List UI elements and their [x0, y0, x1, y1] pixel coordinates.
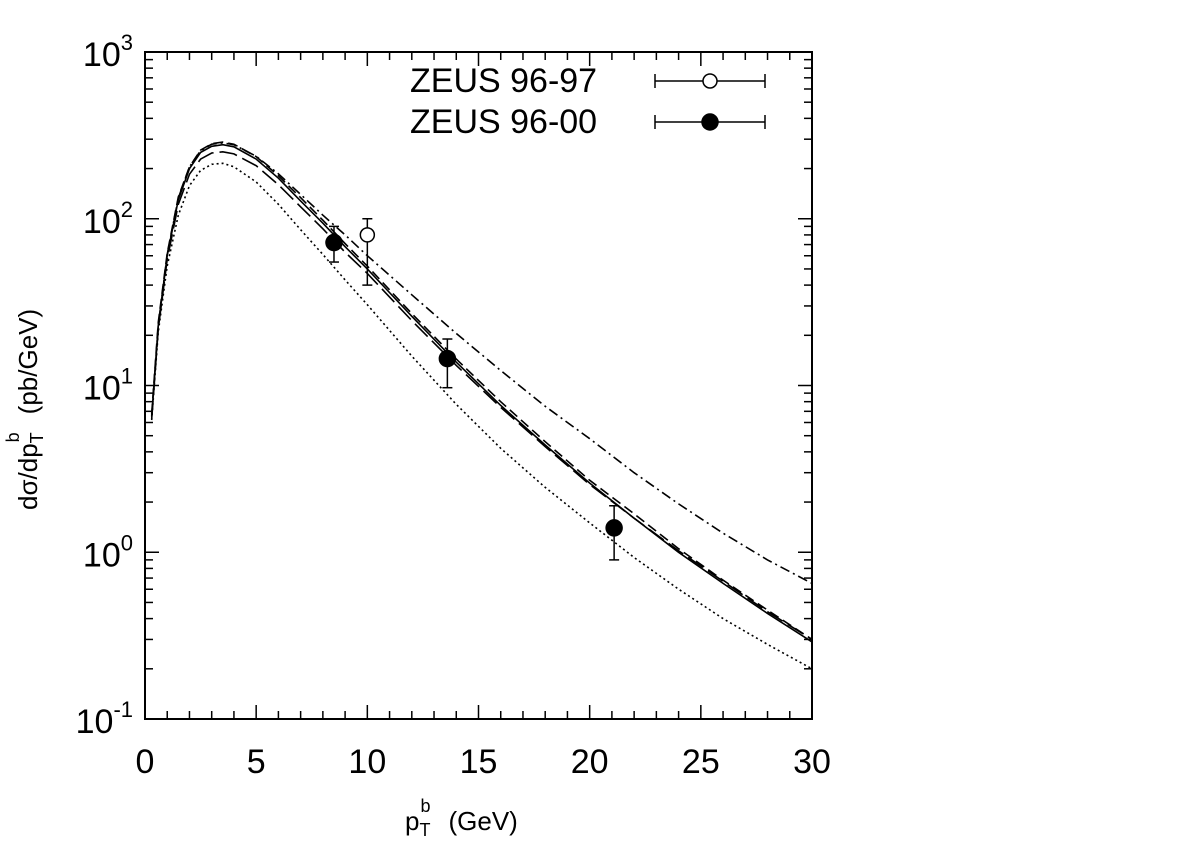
legend-label-zeus-96-97: ZEUS 96-97 [410, 62, 597, 100]
data-point-filled [325, 233, 343, 252]
y-tick-label-base: 10 [83, 36, 121, 74]
curve-dashed [150, 141, 813, 641]
y-tick-label-exponent: 3 [121, 30, 133, 55]
y-tick-label-base: 10 [83, 203, 121, 241]
x-tick-labels: 0 5 10 15 20 25 30 [136, 743, 831, 781]
axis-ticks [145, 52, 812, 719]
curve-long-dash [150, 150, 813, 641]
x-axis-title-sup: b [420, 796, 430, 816]
curve-dotted [150, 162, 813, 670]
curve-dash-dot [150, 142, 813, 585]
x-tick-label: 15 [460, 743, 498, 781]
y-tick-label-base: 10 [83, 536, 121, 574]
y-tick-label-exponent: 2 [121, 197, 133, 222]
x-tick-label: 0 [136, 743, 155, 781]
y-tick-label: 10-1 [76, 697, 133, 741]
y-axis-title-sub: T [27, 432, 47, 443]
x-tick-label: 25 [682, 743, 720, 781]
legend-marker-filled-circle [701, 113, 719, 131]
x-axis-title-unit: (GeV) [448, 806, 517, 836]
data-points [325, 218, 623, 561]
y-axis-title-main: dσ/dp [13, 443, 43, 510]
data-point-filled [605, 519, 623, 537]
x-tick-label: 5 [247, 743, 266, 781]
data-point-filled [438, 349, 457, 368]
theory-curves [150, 141, 813, 670]
y-tick-label-exponent: -1 [113, 697, 133, 722]
legend-label-zeus-96-00: ZEUS 96-00 [410, 103, 597, 141]
x-axis-title-sub: T [419, 820, 430, 840]
legend: ZEUS 96-97 ZEUS 96-00 [410, 62, 766, 141]
y-tick-label-exponent: 1 [121, 364, 133, 389]
x-axis-title: pTb (GeV) [405, 796, 518, 840]
y-tick-label: 100 [83, 530, 133, 574]
y-tick-label-exponent: 0 [121, 530, 133, 555]
data-point-open [359, 227, 376, 243]
y-tick-label: 102 [83, 197, 133, 241]
x-axis-title-main: p [405, 806, 419, 836]
y-tick-label: 101 [83, 364, 133, 408]
legend-marker-open-circle [702, 73, 718, 89]
y-tick-label-base: 10 [83, 370, 121, 408]
y-axis-title: dσ/dpTb (pb/GeV) [3, 309, 47, 510]
x-tick-label: 20 [571, 743, 609, 781]
y-tick-label-base: 10 [76, 703, 114, 741]
curve-solid [150, 143, 813, 643]
y-tick-label: 103 [83, 30, 133, 74]
x-tick-label: 10 [348, 743, 386, 781]
y-axis-title-sup: b [3, 432, 23, 442]
y-axis-title-unit: (pb/GeV) [13, 309, 43, 415]
x-tick-label: 30 [793, 743, 831, 781]
